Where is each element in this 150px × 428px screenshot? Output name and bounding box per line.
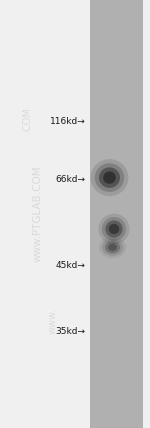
Text: 116kd→: 116kd→ <box>50 117 86 127</box>
Ellipse shape <box>91 159 128 196</box>
Text: 45kd→: 45kd→ <box>56 261 86 270</box>
Ellipse shape <box>105 220 123 238</box>
Ellipse shape <box>103 172 116 184</box>
Ellipse shape <box>102 217 126 241</box>
Ellipse shape <box>98 214 130 244</box>
Text: www.: www. <box>48 308 57 334</box>
Ellipse shape <box>99 167 120 188</box>
Ellipse shape <box>105 241 120 253</box>
Ellipse shape <box>109 224 119 234</box>
Text: 66kd→: 66kd→ <box>56 175 86 184</box>
Text: www.PTGLAB.COM: www.PTGLAB.COM <box>33 166 42 262</box>
Bar <box>90 0 142 428</box>
Ellipse shape <box>102 239 123 256</box>
Ellipse shape <box>95 163 124 192</box>
Text: 35kd→: 35kd→ <box>56 327 86 336</box>
Text: .COM: .COM <box>22 107 32 133</box>
Ellipse shape <box>99 237 126 258</box>
Ellipse shape <box>108 244 117 251</box>
